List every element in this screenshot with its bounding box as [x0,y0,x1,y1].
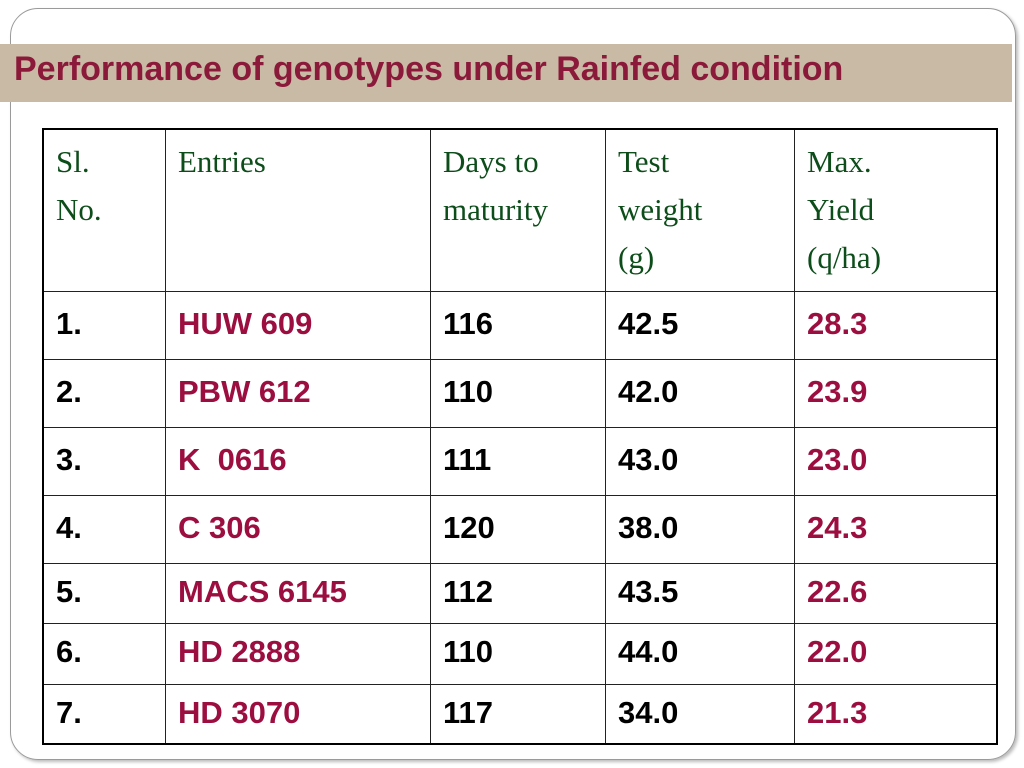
table-cell: 112 [430,563,606,624]
table-row: 5. MACS 6145 112 43.5 22.6 [42,563,998,624]
table-cell: 2. [42,359,166,428]
header-line: (g) [618,240,655,275]
header-cell: Sl. No. [42,128,166,292]
slide-frame [10,8,1016,760]
header-cell: Max. Yield (q/ha) [794,128,998,292]
table-row: 6. HD 2888 110 44.0 22.0 [42,623,998,685]
genotype-table: Sl. No. Entries Days to maturity Test weight (g… [42,128,998,745]
header-cell: Days to maturity [430,128,606,292]
table-row: 7. HD 3070 117 34.0 21.3 [42,684,998,744]
table-cell: PBW 612 [165,359,431,428]
table-cell: 116 [430,291,606,360]
table-cell: 44.0 [605,623,795,685]
header-row: Sl. No. Entries Days to maturity Test weight (g… [42,128,998,292]
table-cell: C 306 [165,495,431,564]
header-cell: Entries [165,128,431,292]
header-line: Entries [178,144,266,179]
table-row: 2. PBW 612 110 42.0 23.9 [42,359,998,428]
table-cell: 43.0 [605,427,795,496]
table-cell: 3. [42,427,166,496]
table-cell: 23.9 [794,359,998,428]
table-cell: 34.0 [605,684,795,744]
header-line: No. [56,192,102,227]
table-cell: 1. [42,291,166,360]
header-line: Yield [807,192,875,227]
slide-title: Performance of genotypes under Rainfed c… [14,50,844,88]
table-cell: 117 [430,684,606,744]
table-cell: K 0616 [165,427,431,496]
table-cell: 22.0 [794,623,998,685]
table-cell: HD 3070 [165,684,431,744]
table-cell: 110 [430,359,606,428]
header-line: (q/ha) [807,240,882,275]
table-cell: 5. [42,563,166,624]
table-cell: 120 [430,495,606,564]
table-cell: 43.5 [605,563,795,624]
table-cell: 111 [430,427,606,496]
table-cell: 22.6 [794,563,998,624]
table-cell: HD 2888 [165,623,431,685]
table-cell: MACS 6145 [165,563,431,624]
header-line: Max. [807,144,872,179]
header-line: Sl. [56,144,90,179]
header-cell: Test weight (g) [605,128,795,292]
table-cell: 42.5 [605,291,795,360]
table-row: 1. HUW 609 116 42.5 28.3 [42,291,998,360]
table-cell: 28.3 [794,291,998,360]
table-cell: 42.0 [605,359,795,428]
table-row: 4. C 306 120 38.0 24.3 [42,495,998,564]
table-cell: 23.0 [794,427,998,496]
table-row: 3. K 0616 111 43.0 23.0 [42,427,998,496]
table-cell: 38.0 [605,495,795,564]
title-bar [0,44,1012,102]
table-cell: 21.3 [794,684,998,744]
table-cell: HUW 609 [165,291,431,360]
header-line: weight [618,192,703,227]
header-line: maturity [443,192,549,227]
table-cell: 24.3 [794,495,998,564]
table-cell: 6. [42,623,166,685]
table-cell: 110 [430,623,606,685]
table-cell: 7. [42,684,166,744]
table-cell: 4. [42,495,166,564]
header-line: Test [618,144,670,179]
header-line: Days to [443,144,539,179]
